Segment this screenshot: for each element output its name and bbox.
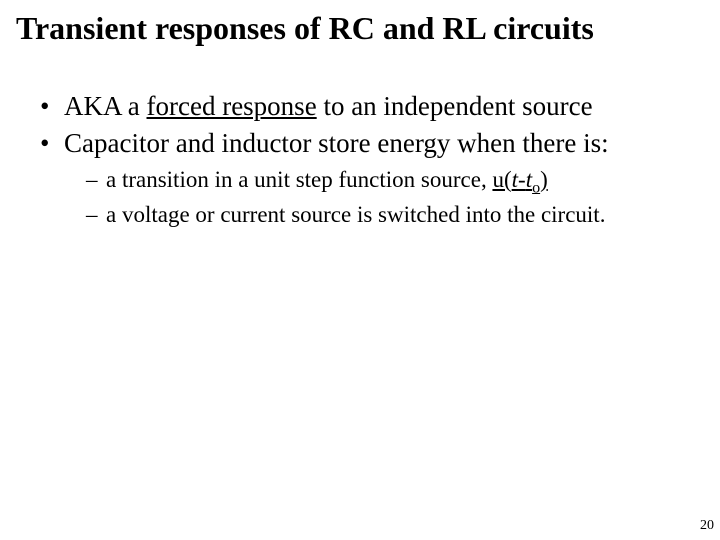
underlined-text: u( xyxy=(492,167,511,192)
text-fragment: a voltage or current source is switched … xyxy=(106,202,605,227)
text-fragment: to an independent source xyxy=(317,91,593,121)
math-expression: u(t-to) xyxy=(492,167,547,192)
slide: Transient responses of RC and RL circuit… xyxy=(0,0,720,540)
slide-title: Transient responses of RC and RL circuit… xyxy=(16,10,704,47)
bullet-list: AKA a forced response to an independent … xyxy=(36,90,684,229)
sub-bullet-item-1: a transition in a unit step function sou… xyxy=(84,166,684,199)
text-fragment: Capacitor and inductor store energy when… xyxy=(64,128,609,158)
text-fragment: ) xyxy=(540,167,548,192)
sub-bullet-list: a transition in a unit step function sou… xyxy=(64,166,684,229)
subscript-o: o xyxy=(532,179,540,196)
sub-bullet-item-2: a voltage or current source is switched … xyxy=(84,201,684,230)
bullet-item-2: Capacitor and inductor store energy when… xyxy=(36,127,684,229)
text-fragment: a transition in a unit step function sou… xyxy=(106,167,492,192)
page-number: 20 xyxy=(700,518,714,534)
slide-body: AKA a forced response to an independent … xyxy=(36,90,684,233)
bullet-item-1: AKA a forced response to an independent … xyxy=(36,90,684,123)
text-fragment: - xyxy=(518,167,526,192)
text-fragment: AKA a xyxy=(64,91,147,121)
underlined-text: forced response xyxy=(147,91,317,121)
